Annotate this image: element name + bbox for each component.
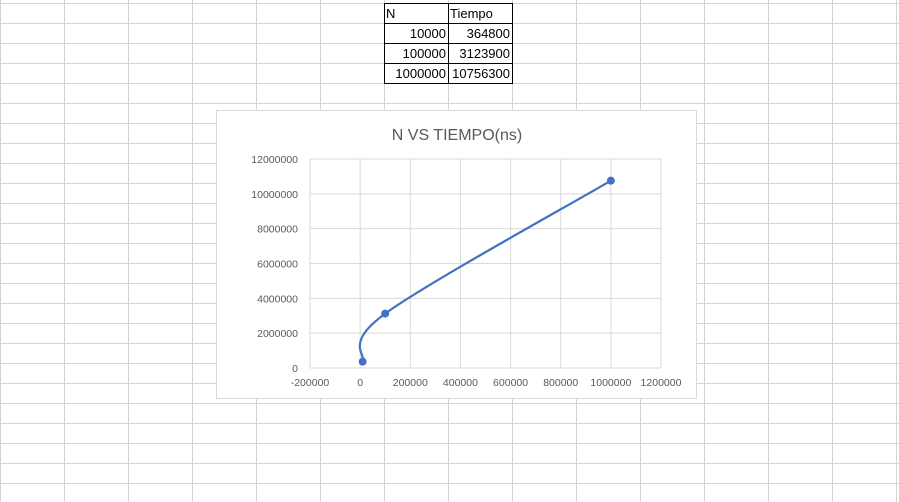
data-point-0[interactable] bbox=[358, 357, 367, 366]
table-border-left bbox=[384, 3, 385, 84]
table-border-right bbox=[512, 3, 513, 84]
series-line bbox=[358, 179, 612, 363]
x-tick-label-4: 600000 bbox=[493, 377, 528, 389]
header-tiempo[interactable]: Tiempo bbox=[450, 6, 493, 21]
x-tick-label-7: 1200000 bbox=[641, 377, 682, 389]
cell-n-2[interactable]: 100000 bbox=[402, 46, 446, 61]
y-tick-label-6: 12000000 bbox=[251, 154, 298, 166]
cell-n-1[interactable]: 10000 bbox=[409, 26, 446, 41]
data-point-2[interactable] bbox=[606, 176, 615, 185]
x-tick-label-2: 200000 bbox=[393, 377, 428, 389]
cell-tiempo-2[interactable]: 3123900 bbox=[459, 46, 510, 61]
scatter-chart: N VS TIEMPO(ns) -200000 0 200000 400000 6000… bbox=[251, 127, 682, 389]
cell-tiempo-3[interactable]: 10756300 bbox=[452, 66, 510, 81]
x-tick-label-5: 800000 bbox=[543, 377, 578, 389]
header-n[interactable]: N bbox=[386, 6, 396, 21]
y-tick-label-2: 4000000 bbox=[257, 293, 298, 305]
cell-tiempo-1[interactable]: 364800 bbox=[466, 26, 510, 41]
data-point-1[interactable] bbox=[381, 309, 390, 318]
x-tick-label-3: 400000 bbox=[443, 377, 478, 389]
x-tick-label-1: 0 bbox=[357, 377, 363, 389]
y-tick-label-0: 0 bbox=[292, 363, 298, 375]
chart-container[interactable]: N VS TIEMPO(ns) -200000 0 200000 400000 6000… bbox=[216, 110, 697, 399]
table-border-mid bbox=[448, 3, 449, 84]
x-tick-label-0: -200000 bbox=[291, 377, 330, 389]
cell-n-3[interactable]: 1000000 bbox=[395, 66, 446, 81]
y-tick-label-4: 8000000 bbox=[257, 224, 298, 236]
y-tick-label-5: 10000000 bbox=[251, 189, 298, 201]
chart-title: N VS TIEMPO(ns) bbox=[392, 127, 522, 144]
y-tick-label-3: 6000000 bbox=[257, 259, 298, 271]
x-tick-label-6: 1000000 bbox=[590, 377, 631, 389]
y-tick-label-1: 2000000 bbox=[257, 328, 298, 340]
